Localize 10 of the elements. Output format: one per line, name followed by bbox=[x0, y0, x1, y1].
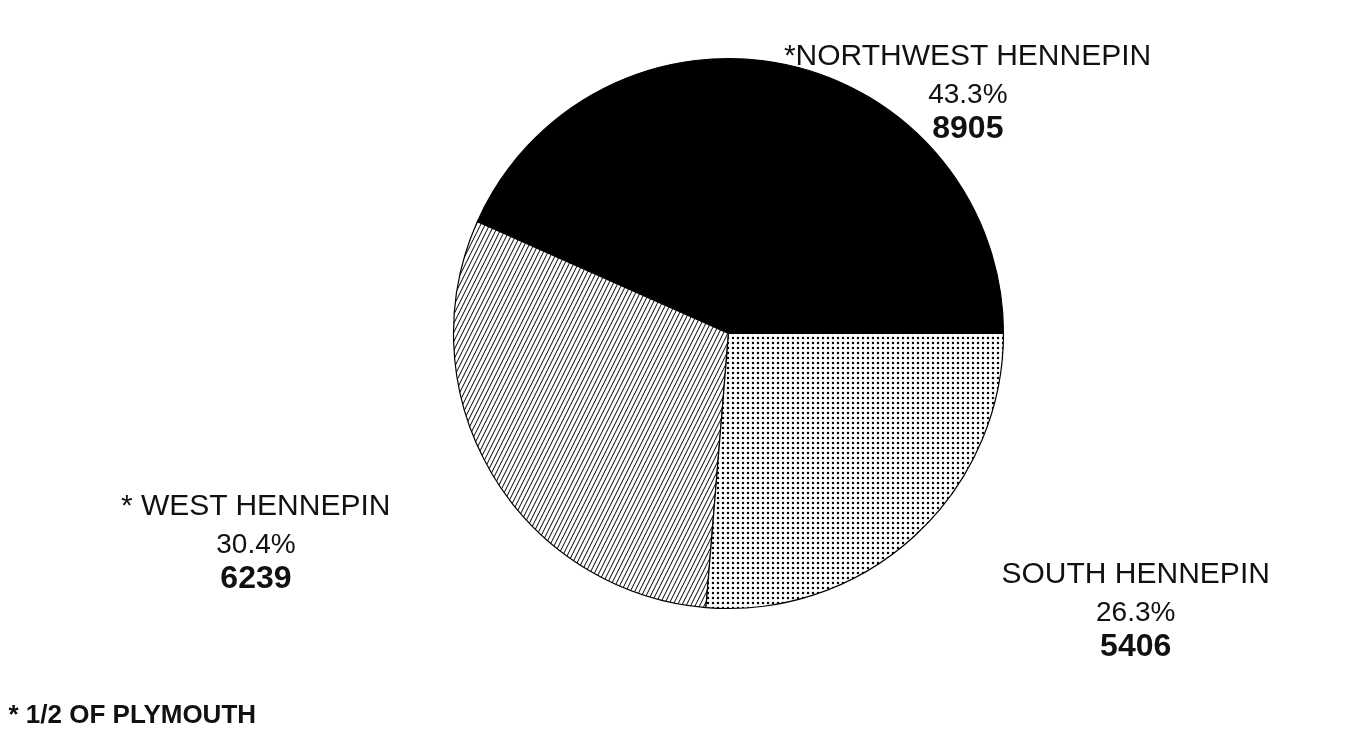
text: 43.3% bbox=[928, 78, 1008, 110]
slice-label: *NORTHWEST HENNEPIN bbox=[783, 37, 1152, 71]
slice-label: * WEST HENNEPIN bbox=[120, 487, 391, 521]
data-label: 6239 bbox=[220, 559, 292, 595]
data-label: 5406 bbox=[1100, 627, 1172, 664]
data-label: 8905 bbox=[932, 108, 1004, 145]
text: 26.3% bbox=[1096, 596, 1176, 628]
text: * 1/2 OF PLYMOUTH bbox=[8, 698, 257, 729]
slice-label: SOUTH HENNEPIN bbox=[1001, 556, 1270, 589]
text: 30.4% bbox=[216, 528, 296, 560]
